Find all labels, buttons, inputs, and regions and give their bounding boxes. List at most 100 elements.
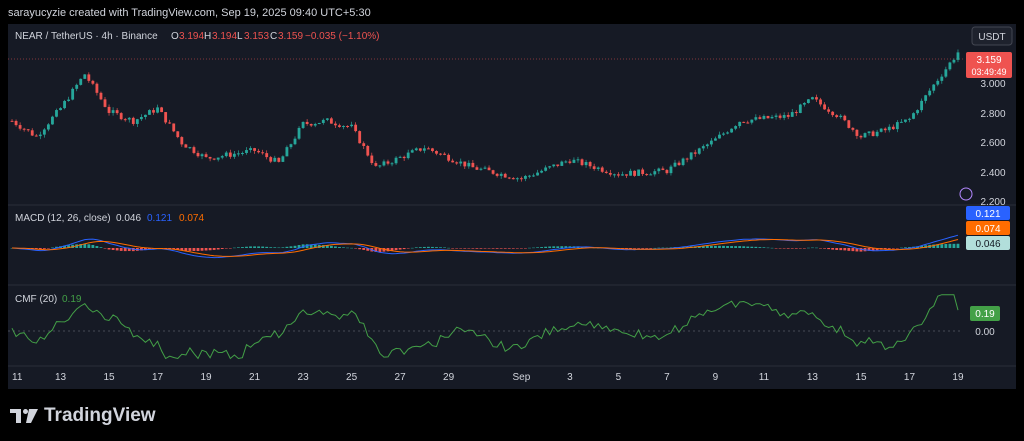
candle-body bbox=[891, 126, 895, 130]
macd-histogram-bar bbox=[216, 248, 220, 250]
candle-body bbox=[398, 156, 402, 158]
candle-body bbox=[908, 118, 911, 120]
time-tick: 19 bbox=[952, 372, 964, 383]
candle-body bbox=[471, 162, 475, 168]
candle-body bbox=[649, 174, 653, 176]
macd-histogram-bar bbox=[867, 248, 871, 251]
candle-body bbox=[63, 100, 66, 109]
macd-histogram-bar bbox=[887, 248, 891, 249]
candle-body bbox=[139, 116, 143, 120]
tradingview-brand[interactable]: TradingView bbox=[10, 405, 156, 427]
candle-body bbox=[544, 167, 548, 171]
candle-body bbox=[883, 128, 887, 131]
macd-histogram-bar bbox=[261, 246, 265, 248]
candle-body bbox=[916, 110, 919, 114]
candle-body bbox=[253, 148, 256, 151]
time-axis[interactable]: 11 13 15 17 19 21 23 25 27 29 Sep 3 5 7 9 11 13 15 17 19 bbox=[12, 372, 964, 383]
event-marker-icon[interactable] bbox=[959, 187, 973, 201]
macd-histogram-bar bbox=[51, 247, 54, 249]
candle-body bbox=[67, 99, 71, 101]
candle-body bbox=[887, 126, 891, 131]
candle-body bbox=[633, 170, 636, 176]
candle-body bbox=[588, 162, 592, 167]
candles-group bbox=[10, 49, 960, 182]
macd-histogram-bar bbox=[641, 248, 645, 249]
candle-body bbox=[758, 117, 762, 119]
macd-histogram-bar bbox=[309, 244, 313, 248]
candle-body bbox=[524, 175, 527, 179]
candle-body bbox=[131, 117, 135, 124]
candle-body bbox=[483, 167, 487, 169]
macd-histogram-bar bbox=[123, 248, 127, 252]
candle-body bbox=[944, 69, 948, 77]
candle-body bbox=[621, 174, 624, 176]
time-tick: 17 bbox=[152, 372, 164, 383]
macd-histogram-bar bbox=[891, 248, 895, 249]
candle-body bbox=[394, 157, 398, 164]
candle-body bbox=[629, 170, 632, 176]
macd-histogram-bar bbox=[87, 244, 91, 248]
macd-histogram-bar bbox=[67, 245, 71, 248]
macd-histogram-bar bbox=[236, 247, 240, 248]
macd-histogram-bar bbox=[718, 245, 721, 248]
candle-body bbox=[511, 178, 515, 180]
candle-body bbox=[220, 156, 224, 158]
candle-body bbox=[742, 121, 746, 123]
candle-body bbox=[127, 117, 131, 120]
candle-body bbox=[414, 148, 418, 151]
candle-body bbox=[536, 172, 539, 176]
candle-body bbox=[592, 166, 596, 169]
candle-body bbox=[899, 121, 903, 123]
price-tick: 2.600 bbox=[980, 138, 1005, 149]
candle-body bbox=[180, 137, 184, 145]
candle-body bbox=[912, 113, 915, 119]
candle-body bbox=[188, 147, 192, 149]
candle-body bbox=[439, 153, 442, 155]
price-tick: 3.000 bbox=[980, 79, 1005, 90]
macd-histogram-bar bbox=[657, 247, 661, 249]
chart-panel[interactable]: NEAR / TetherUS · 4h · Binance O 3.194 H… bbox=[8, 24, 1016, 389]
macd-histogram-bar bbox=[447, 247, 451, 249]
candle-body bbox=[212, 158, 216, 160]
macd-histogram-bar bbox=[645, 248, 649, 249]
candle-body bbox=[572, 159, 576, 163]
candle-body bbox=[499, 173, 503, 176]
candle-body bbox=[863, 133, 867, 138]
macd-histogram-bar bbox=[875, 248, 879, 251]
candle-body bbox=[91, 80, 95, 84]
candle-body bbox=[374, 163, 378, 166]
candle-body bbox=[10, 120, 14, 122]
macd-histogram-bar bbox=[479, 248, 483, 249]
candle-body bbox=[192, 147, 196, 153]
macd-histogram-bar bbox=[346, 247, 349, 249]
macd-histogram-bar bbox=[313, 244, 317, 248]
macd-histogram-bar bbox=[338, 246, 341, 248]
time-tick: 21 bbox=[249, 372, 261, 383]
macd-histogram-bar bbox=[625, 248, 628, 249]
candle-body bbox=[119, 113, 123, 120]
candle-body bbox=[580, 159, 584, 166]
candle-body bbox=[111, 110, 115, 113]
tradingview-wordmark: TradingView bbox=[44, 405, 156, 426]
candle-body bbox=[815, 97, 818, 100]
macd-histogram-bar bbox=[847, 248, 851, 251]
macd-histogram-bar bbox=[265, 246, 269, 248]
candle-body bbox=[329, 118, 333, 124]
candle-body bbox=[475, 167, 479, 170]
change-value: −0.035 (−1.10%) bbox=[305, 31, 380, 42]
price-tick: 2.800 bbox=[980, 109, 1005, 120]
macd-histogram-bar bbox=[855, 248, 859, 252]
candle-body bbox=[313, 123, 317, 126]
candle-body bbox=[79, 78, 83, 85]
candle-body bbox=[172, 123, 176, 132]
candle-body bbox=[281, 156, 285, 162]
candle-body bbox=[685, 158, 689, 160]
chart-svg[interactable]: NEAR / TetherUS · 4h · Binance O 3.194 H… bbox=[8, 24, 1016, 389]
macd-histogram-bar bbox=[184, 248, 188, 251]
macd-histogram-bar bbox=[734, 246, 738, 248]
macd-histogram-bar bbox=[564, 246, 568, 248]
candle-body bbox=[455, 162, 459, 164]
cmf-pane bbox=[11, 294, 959, 360]
currency-button[interactable] bbox=[971, 26, 1013, 46]
candle-body bbox=[851, 127, 855, 130]
